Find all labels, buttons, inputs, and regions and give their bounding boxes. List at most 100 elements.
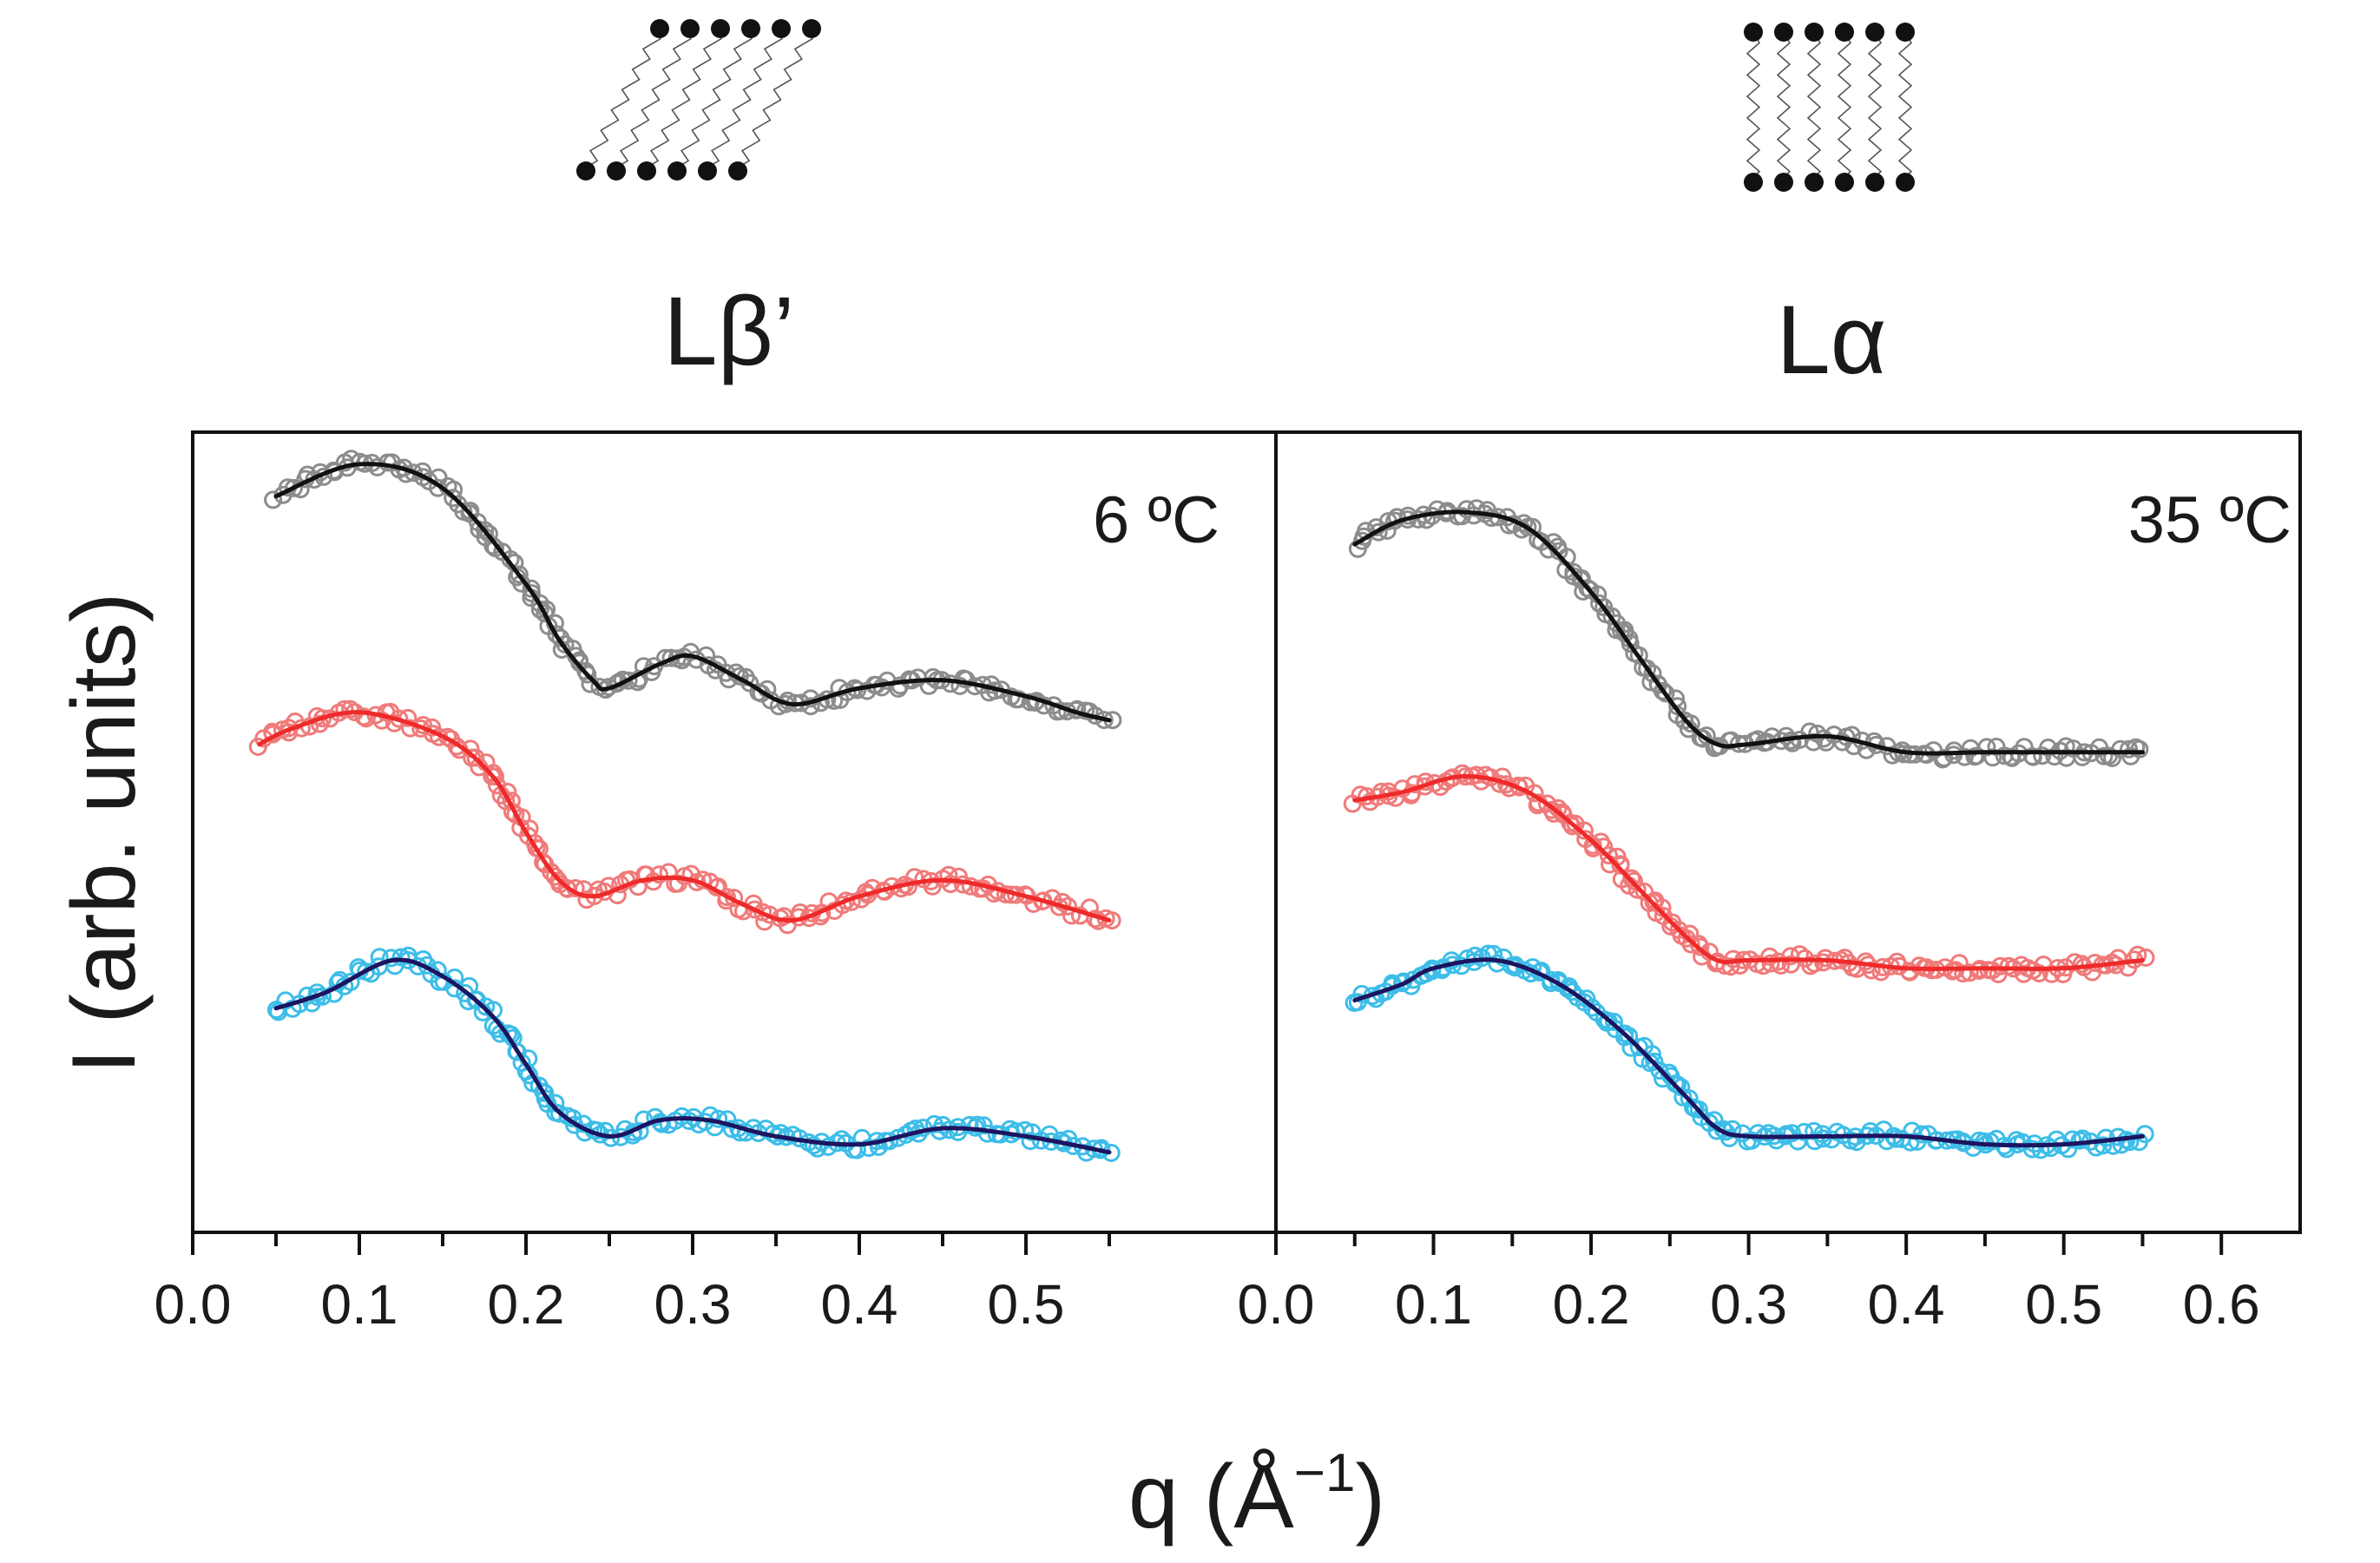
data-point-black-p0: [264, 490, 283, 509]
data-point-black-p0: [578, 665, 597, 684]
data-point-blue-p1: [1645, 1052, 1664, 1071]
data-point-black-p0: [476, 521, 495, 540]
data-point-blue-p0: [1021, 1132, 1040, 1151]
data-point-blue-p1: [2059, 1139, 2078, 1159]
data-point-black-p1: [1428, 500, 1447, 519]
data-point-red-p1: [1960, 963, 1979, 982]
data-point-red-p0: [466, 748, 485, 767]
data-point-black-p1: [1977, 738, 1996, 757]
temperature-label-left: 6 ºC: [1093, 483, 1220, 557]
data-point-red-p1: [2029, 964, 2048, 982]
data-point-black-p0: [536, 604, 555, 623]
x-axis-title-main: q (Å: [1128, 1447, 1294, 1547]
data-point-black-p1: [1629, 646, 1648, 665]
data-point-red-p1: [1790, 945, 1809, 964]
data-point-red-p1: [1772, 956, 1791, 975]
data-point-blue-p1: [1562, 982, 1581, 1002]
tilted-bilayer-schematic-icon: [576, 19, 821, 181]
data-point-blue-p1: [1680, 1089, 1699, 1108]
x-tick-label-p1-2: 0.2: [1553, 1273, 1630, 1336]
data-point-red-p0: [447, 737, 466, 756]
data-point-black-p1: [1763, 727, 1782, 746]
data-point-red-p1: [1575, 821, 1594, 840]
data-point-black-p1: [1615, 624, 1634, 643]
data-point-blue-p0: [832, 1130, 851, 1149]
series-red-p0: [248, 699, 1121, 935]
data-point-black-p1: [1668, 697, 1687, 716]
data-point-blue-p0: [974, 1116, 993, 1135]
fit-line-black-p0: [273, 462, 1112, 723]
series-red-p1: [1343, 764, 2155, 983]
data-point-black-p0: [1009, 690, 1028, 709]
phase-label-right: Lα: [1776, 286, 1886, 394]
x-tick-label-p0-3: 0.3: [654, 1273, 732, 1336]
series-black-p0: [264, 450, 1122, 730]
x-tick-label-p0-0: 0.0: [155, 1273, 232, 1336]
fit-line-red-p1: [1352, 773, 2145, 971]
data-point-black-p1: [1518, 517, 1537, 536]
data-point-blue-p1: [1393, 974, 1411, 993]
data-point-black-p0: [404, 463, 423, 483]
data-point-black-p1: [1843, 726, 1862, 745]
data-point-black-p1: [2023, 747, 2041, 765]
x-tick-label-p1-1: 0.1: [1395, 1273, 1472, 1336]
data-point-black-p1: [2130, 739, 2149, 759]
x-tick-label-p0-1: 0.1: [321, 1273, 398, 1336]
data-point-blue-p0: [536, 1083, 555, 1102]
data-point-red-p0: [486, 767, 504, 786]
data-point-red-p0: [939, 865, 958, 884]
data-point-red-p0: [650, 865, 668, 884]
data-point-red-p1: [1627, 880, 1647, 899]
data-point-blue-p0: [602, 1128, 621, 1147]
data-point-black-p1: [1681, 714, 1700, 733]
data-point-black-p1: [2120, 739, 2139, 759]
data-point-black-p1: [1800, 722, 1819, 741]
temperature-label-right: 35 ºC: [2128, 483, 2291, 557]
y-axis-title: I (arb. units): [54, 593, 155, 1074]
data-point-red-p1: [1563, 817, 1581, 836]
fit-line-black-p1: [1352, 509, 2145, 756]
data-point-red-p0: [863, 878, 882, 897]
fluid-bilayer-schematic-icon: [1744, 23, 1915, 192]
data-point-blue-p1: [1795, 1122, 1814, 1141]
data-point-black-p0: [285, 478, 303, 497]
data-point-red-p1: [2065, 953, 2084, 972]
fit-line-red-p0: [257, 710, 1112, 923]
data-point-black-p1: [1983, 748, 2002, 767]
data-point-blue-p1: [1620, 1027, 1639, 1046]
data-point-black-p1: [1693, 729, 1713, 748]
data-point-black-p0: [619, 671, 638, 690]
x-axis-title: q (Å−1): [1128, 1443, 1385, 1547]
data-point-blue-p1: [2073, 1129, 2092, 1148]
data-point-black-p1: [1656, 684, 1675, 703]
data-point-blue-p1: [1582, 998, 1601, 1017]
data-point-black-p0: [924, 667, 943, 686]
x-axis-title-close: ): [1355, 1447, 1385, 1547]
data-point-blue-p1: [2063, 1130, 2082, 1149]
data-point-blue-p0: [700, 1106, 720, 1125]
data-point-red-p1: [1611, 856, 1630, 875]
data-point-red-p1: [1761, 954, 1780, 973]
data-point-blue-p0: [847, 1140, 866, 1159]
x-tick-label-p0-4: 0.4: [821, 1273, 898, 1336]
data-point-blue-p0: [819, 1137, 838, 1156]
data-point-blue-p0: [718, 1110, 737, 1129]
x-tick-label-p1-5: 0.5: [2025, 1273, 2102, 1336]
x-tick-label-p1-0: 0.0: [1238, 1273, 1315, 1336]
data-point-red-p1: [2136, 948, 2155, 967]
data-point-red-p0: [557, 878, 576, 897]
data-point-black-p1: [1621, 634, 1640, 653]
phase-label-left: Lβ’: [663, 277, 795, 385]
data-point-black-p1: [1369, 522, 1388, 542]
data-point-red-p1: [1805, 954, 1824, 973]
x-tick-label-p1-4: 0.4: [1868, 1273, 1945, 1336]
data-point-red-p0: [335, 699, 354, 719]
data-point-blue-p1: [1689, 1100, 1708, 1119]
x-tick-label-p1-3: 0.3: [1710, 1273, 1787, 1336]
data-point-blue-p1: [2135, 1125, 2154, 1144]
data-point-red-p1: [1949, 954, 1969, 973]
data-point-red-p1: [1625, 871, 1643, 890]
data-point-black-p0: [891, 676, 910, 695]
data-point-black-p0: [1095, 711, 1114, 730]
